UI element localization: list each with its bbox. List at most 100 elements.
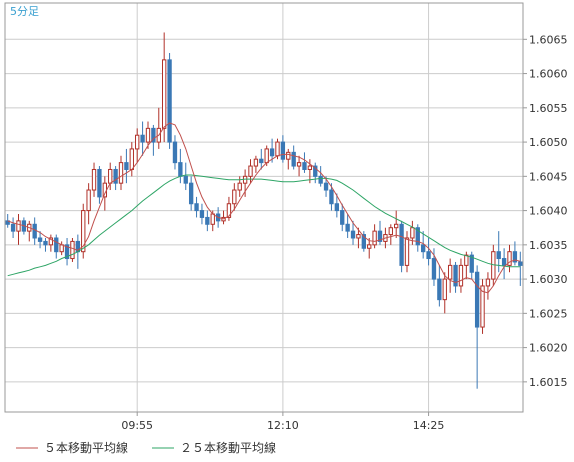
- y-tick-label: 1.6030: [529, 273, 568, 286]
- y-tick-label: 1.6065: [529, 33, 568, 46]
- candle-body-up: [307, 165, 313, 170]
- candle: [453, 261, 458, 293]
- candle: [334, 193, 340, 218]
- candle-body-down: [124, 162, 129, 170]
- legend-label-ma25: ２５本移動平均線: [180, 440, 276, 455]
- candle: [16, 214, 21, 245]
- candle-body-down: [10, 223, 16, 232]
- y-tick-label: 1.6025: [529, 307, 568, 320]
- candle: [199, 203, 205, 225]
- ma5-line: [7, 122, 521, 294]
- candle: [232, 183, 237, 211]
- candle-body-down: [518, 261, 523, 266]
- candle-body-up: [447, 264, 453, 280]
- candle: [350, 220, 356, 245]
- candle-body-down: [340, 210, 345, 225]
- time-axis-ticks: 09:55 12:10 14:25: [121, 412, 444, 432]
- x-tick-label: 12:10: [267, 419, 299, 432]
- candle: [302, 152, 307, 173]
- candle-body-up: [410, 227, 415, 239]
- candle-body-down: [501, 258, 507, 266]
- candle-body-down: [426, 251, 431, 260]
- candle-body-down: [469, 254, 474, 273]
- candle-body-up: [91, 168, 97, 191]
- candle-body-down: [151, 127, 156, 143]
- candle-body-up: [507, 251, 512, 266]
- candle: [415, 224, 420, 252]
- candle: [86, 183, 91, 225]
- candle-body-down: [32, 223, 37, 239]
- candle: [507, 244, 512, 273]
- candle-body-up: [372, 230, 377, 246]
- candle: [458, 258, 464, 293]
- candle-body-down: [194, 203, 199, 212]
- x-tick-label: 14:25: [413, 419, 445, 432]
- candle-body-down: [313, 165, 318, 177]
- candle: [318, 166, 323, 187]
- candle: [97, 166, 102, 204]
- candle-body-up: [394, 223, 399, 229]
- candle-body-up: [135, 134, 140, 150]
- candle-body-down: [183, 175, 188, 184]
- candle-body-up: [275, 141, 280, 157]
- candle-body-up: [129, 148, 134, 170]
- candle: [151, 124, 156, 156]
- candle-body-up: [485, 278, 491, 287]
- candle: [167, 53, 172, 149]
- candle: [447, 258, 453, 293]
- candle: [421, 231, 426, 259]
- candle-body-down: [259, 158, 264, 164]
- y-tick-label: 1.6015: [529, 376, 568, 389]
- candle: [113, 166, 118, 191]
- candle-body-down: [437, 278, 442, 301]
- candle-body-down: [415, 227, 420, 246]
- candle-body-up: [162, 59, 167, 129]
- candle-body-up: [253, 158, 259, 167]
- candle-body-up: [81, 210, 86, 253]
- candle: [426, 237, 431, 266]
- candle-body-up: [108, 168, 113, 184]
- candle-body-down: [334, 203, 340, 212]
- candle: [345, 214, 350, 238]
- candle: [356, 227, 361, 249]
- candle: [48, 234, 54, 252]
- candle: [367, 237, 372, 259]
- candle-body-down: [113, 168, 118, 184]
- candle-body-down: [345, 223, 350, 232]
- candle: [43, 237, 48, 252]
- candle-body-down: [474, 271, 480, 328]
- candle-body-down: [205, 216, 210, 225]
- candle-body-down: [5, 220, 10, 225]
- y-tick-label: 1.6040: [529, 205, 568, 218]
- plot-frame: [4, 2, 524, 413]
- candle: [512, 241, 518, 266]
- candle-body-down: [377, 230, 383, 242]
- candle: [172, 135, 178, 170]
- candle: [91, 162, 97, 197]
- candle: [329, 183, 334, 211]
- candle-body-up: [491, 251, 496, 280]
- y-tick-label: 1.6060: [529, 68, 568, 81]
- candle: [37, 231, 43, 249]
- candle-body-up: [226, 203, 232, 218]
- candle: [135, 128, 140, 163]
- candle-body-down: [361, 234, 366, 249]
- candle: [226, 196, 232, 221]
- candle-body-down: [350, 230, 356, 239]
- candle-body-down: [291, 151, 296, 167]
- candle: [394, 210, 399, 238]
- candle: [10, 217, 16, 238]
- candle: [81, 203, 86, 259]
- candle: [437, 265, 442, 307]
- candle-body-up: [404, 237, 410, 266]
- candle-body-down: [323, 182, 329, 191]
- candle: [296, 155, 302, 177]
- candle: [388, 224, 393, 245]
- candle-body-down: [167, 59, 172, 143]
- y-tick-label: 1.6055: [529, 102, 568, 115]
- candle-body-up: [102, 182, 107, 198]
- candle-body-down: [431, 258, 437, 280]
- candle: [188, 176, 194, 211]
